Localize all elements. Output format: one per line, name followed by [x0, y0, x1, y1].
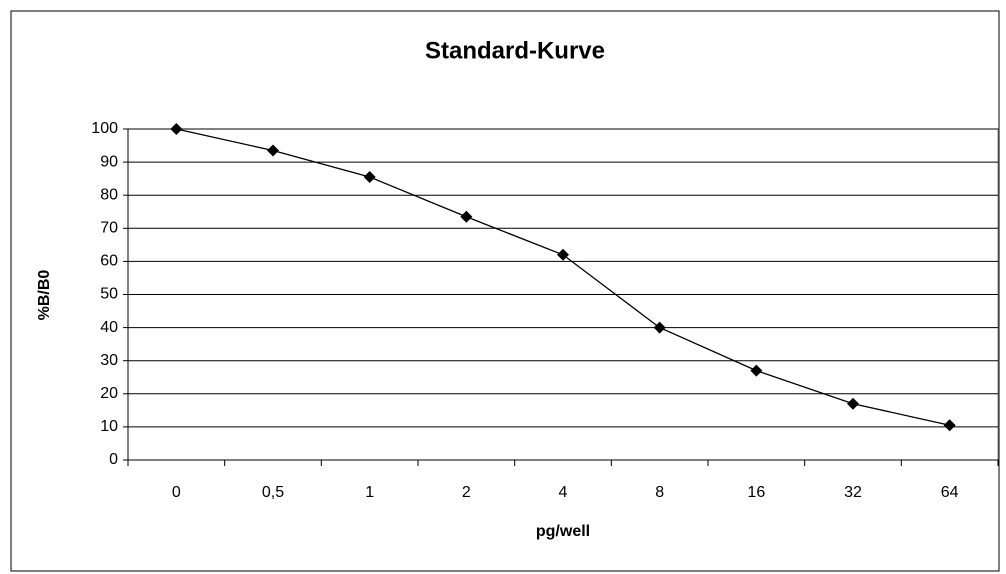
marker	[170, 123, 183, 135]
y-tick-label: 20	[100, 385, 118, 402]
marker	[267, 144, 279, 157]
x-tick-label: 8	[655, 484, 664, 501]
x-axis-title: pg/well	[536, 523, 590, 540]
y-tick-label: 40	[100, 319, 118, 336]
marker	[943, 419, 956, 432]
y-tick-label: 90	[100, 153, 118, 170]
y-tick-label: 0	[109, 451, 118, 468]
x-tick-label: 16	[747, 484, 765, 501]
y-tick-label: 10	[100, 418, 118, 435]
marker	[557, 248, 569, 261]
y-tick-label: 70	[100, 220, 118, 237]
x-tick-label: 4	[559, 484, 568, 501]
y-tick-label: 30	[100, 352, 118, 369]
marker	[460, 210, 473, 223]
x-tick-label: 0,5	[262, 484, 284, 501]
chart-frame	[10, 10, 1000, 572]
x-tick-label: 1	[365, 484, 374, 501]
marker	[750, 364, 763, 377]
x-tick-label: 64	[941, 484, 959, 501]
marker	[653, 321, 666, 334]
y-tick-label: 100	[91, 120, 118, 137]
x-tick-label: 32	[844, 484, 862, 501]
x-tick-label: 2	[462, 484, 471, 501]
marker	[363, 170, 376, 183]
y-tick-label: 50	[100, 286, 118, 303]
y-tick-label: 60	[100, 253, 118, 270]
x-tick-label: 0	[172, 484, 181, 501]
y-axis-title: %B/B0	[36, 270, 53, 321]
chart-title: Standard-Kurve	[425, 37, 605, 64]
marker	[847, 397, 859, 410]
y-tick-label: 80	[100, 186, 118, 203]
